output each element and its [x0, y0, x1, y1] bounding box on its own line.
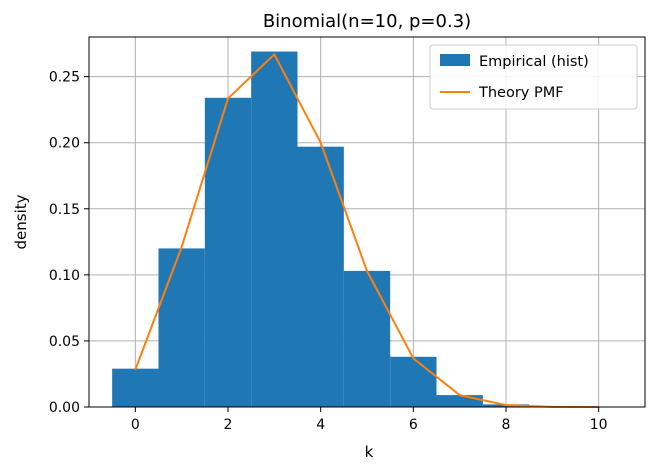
y-tick-label: 0.15	[49, 202, 80, 218]
x-tick-label: 2	[224, 417, 233, 433]
legend: Empirical (hist) Theory PMF	[429, 44, 638, 110]
y-tick-label: 0.00	[49, 400, 80, 416]
legend-box	[429, 44, 638, 110]
chart-title: Binomial(n=10, p=0.3)	[263, 11, 471, 32]
legend-label-theory: Theory PMF	[478, 85, 564, 101]
x-axis-label: k	[365, 443, 374, 461]
y-tick-label: 0.20	[49, 136, 80, 152]
x-tick-label: 6	[409, 417, 418, 433]
histogram-bar	[436, 395, 483, 407]
plot-frame	[88, 36, 646, 408]
legend-swatch-empirical	[440, 54, 470, 66]
histogram-bar	[390, 356, 437, 407]
histogram-bar	[158, 248, 205, 407]
x-tick-label: 0	[131, 417, 140, 433]
pmf-line-layer	[134, 53, 599, 408]
pmf-line	[134, 53, 599, 408]
x-tick-label: 4	[316, 417, 325, 433]
x-tick-label: 10	[590, 417, 608, 433]
histogram-bar	[112, 368, 159, 407]
histogram-bar	[204, 97, 252, 408]
histogram-bar	[297, 146, 344, 407]
histogram-bars	[112, 51, 530, 408]
y-axis-ticks: 0.00 0.05 0.10 0.15 0.20 0.25	[49, 70, 89, 416]
y-tick-label: 0.05	[49, 334, 80, 350]
histogram-bar	[251, 51, 298, 408]
y-tick-label: 0.25	[49, 70, 80, 86]
x-tick-label: 8	[502, 417, 511, 433]
y-axis-label: density	[12, 194, 30, 249]
x-axis-ticks: 0 2 4 6 8 10	[131, 407, 608, 433]
y-tick-label: 0.10	[49, 268, 80, 284]
legend-label-empirical: Empirical (hist)	[479, 54, 589, 70]
histogram-bar	[343, 270, 391, 407]
